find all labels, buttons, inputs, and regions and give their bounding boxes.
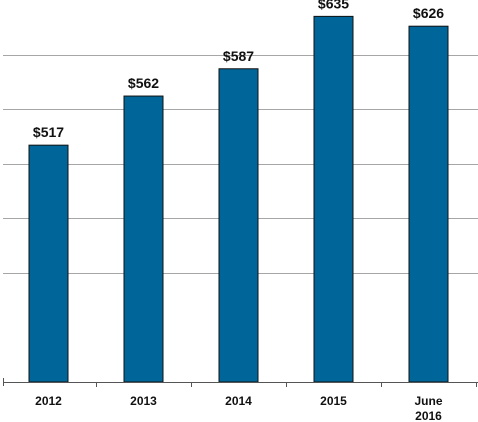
x-tick-label-2014: 2014	[225, 394, 252, 408]
data-labels: $517 $562 $587 $635 $626	[33, 0, 444, 140]
bar-june-2016	[408, 25, 449, 383]
x-tick-label-june-2016: 2016	[415, 409, 442, 422]
bar-2014	[218, 68, 259, 383]
data-label-2012: $517	[33, 124, 64, 140]
x-tick-label-june-2016: June	[414, 394, 442, 408]
data-label-2015: $635	[318, 0, 349, 11]
bars	[28, 15, 449, 383]
bar-2012	[28, 144, 69, 383]
x-tick-label-2015: 2015	[320, 394, 347, 408]
x-tick-label-2012: 2012	[35, 394, 62, 408]
bar-2013	[123, 95, 164, 383]
data-label-2013: $562	[128, 75, 159, 91]
bar-2015	[313, 15, 354, 383]
data-label-2014: $587	[223, 48, 254, 64]
data-label-june-2016: $626	[413, 5, 444, 21]
x-tick-label-2013: 2013	[130, 394, 157, 408]
